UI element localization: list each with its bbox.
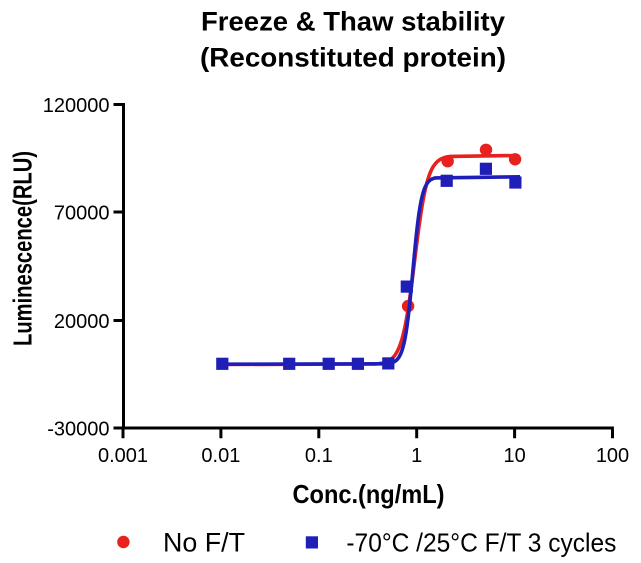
- svg-text:Freeze & Thaw stability: Freeze & Thaw stability: [201, 7, 505, 37]
- svg-text:Conc.(ng/mL): Conc.(ng/mL): [293, 479, 445, 509]
- svg-text:-70°C /25°C F/T 3 cycles: -70°C /25°C F/T 3 cycles: [346, 527, 616, 557]
- svg-text:100: 100: [596, 445, 629, 467]
- svg-text:Luminescence(RLU): Luminescence(RLU): [8, 151, 38, 346]
- svg-text:(Reconstituted protein): (Reconstituted protein): [200, 42, 506, 72]
- svg-text:-30000: -30000: [47, 419, 109, 441]
- svg-text:10: 10: [503, 445, 525, 467]
- svg-text:0.01: 0.01: [201, 445, 240, 467]
- svg-text:1: 1: [411, 445, 422, 467]
- svg-text:No F/T: No F/T: [163, 527, 245, 557]
- svg-text:20000: 20000: [54, 311, 110, 333]
- svg-text:0.1: 0.1: [305, 445, 333, 467]
- svg-text:120000: 120000: [43, 95, 110, 117]
- svg-text:70000: 70000: [54, 203, 110, 225]
- svg-text:0.001: 0.001: [98, 445, 148, 467]
